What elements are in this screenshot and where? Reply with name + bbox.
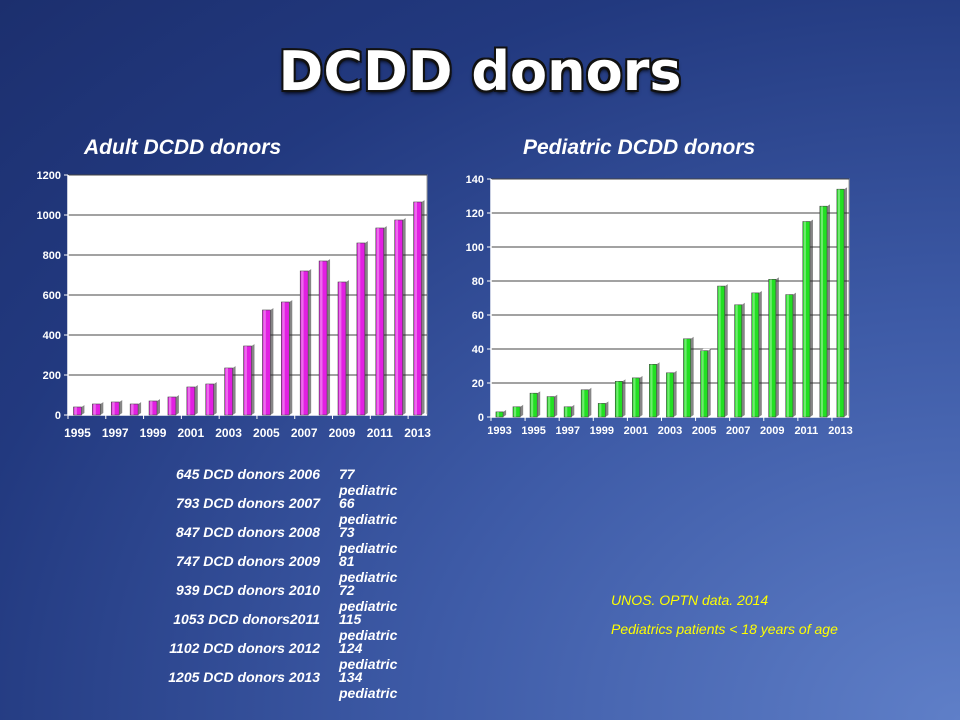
y-tick-label: 0: [55, 410, 61, 422]
bar-2002: [649, 362, 660, 418]
bar-2007: [299, 269, 312, 416]
x-tick-label: 2003: [215, 426, 242, 440]
y-tick-label: 140: [466, 174, 484, 186]
y-tick-label: 40: [472, 344, 484, 356]
y-tick-label: 400: [43, 330, 61, 342]
y-tick-label: 1200: [37, 170, 61, 182]
stat-pediatric-2012: 124 pediatric: [339, 640, 398, 672]
x-tick-label: 1995: [521, 425, 545, 437]
stat-pediatric-2010: 72 pediatric: [339, 582, 398, 614]
x-tick-label: 2013: [404, 426, 431, 440]
pediatric-age-note: Pediatrics patients < 18 years of age: [611, 621, 838, 637]
bar-2004: [243, 344, 255, 416]
bar-1995: [529, 391, 541, 418]
stat-adult-2006: 645 DCD donors 2006: [176, 466, 320, 482]
bar-1999: [597, 401, 609, 418]
bar-2010: [785, 292, 796, 418]
bar-2003: [224, 366, 236, 416]
bar-2001: [632, 375, 643, 418]
bar-1997: [110, 400, 123, 416]
bar-2012: [394, 218, 406, 416]
bar-1993: [495, 409, 507, 418]
bar-2007: [734, 302, 745, 418]
bar-1997: [563, 404, 575, 418]
bar-2000: [167, 395, 179, 416]
stat-pediatric-2006: 77 pediatric: [339, 466, 398, 498]
x-tick-label: 2003: [658, 425, 682, 437]
stat-pediatric-2008: 73 pediatric: [339, 524, 398, 556]
x-tick-label: 1999: [140, 426, 167, 440]
bar-2008: [751, 290, 762, 418]
stat-adult-2008: 847 DCD donors 2008: [176, 524, 320, 540]
bar-2004: [683, 336, 694, 418]
x-tick-label: 1997: [102, 426, 129, 440]
stat-pediatric-2013: 134 pediatric: [339, 669, 398, 701]
x-tick-label: 1999: [590, 425, 614, 437]
stat-adult-2013: 1205 DCD donors 2013: [168, 669, 320, 685]
adult-donors-chart: 0 200 400 600 800 1000 1200 1995 1997 1999 2001 200…: [37, 170, 432, 440]
y-tick-label: 120: [466, 208, 484, 220]
y-tick-label: 1000: [37, 210, 61, 222]
bar-2011: [802, 219, 813, 418]
y-tick-label: 100: [466, 242, 484, 254]
bar-2003: [666, 370, 677, 418]
y-tick-label: 80: [472, 276, 484, 288]
x-tick-label: 1995: [64, 426, 91, 440]
x-tick-label: 2007: [726, 425, 750, 437]
stat-adult-2010: 939 DCD donors 2010: [176, 582, 320, 598]
stat-adult-2012: 1102 DCD donors 2012: [169, 640, 320, 656]
bar-2013: [836, 187, 848, 418]
x-tick-label: 2011: [794, 425, 818, 437]
x-tick-label: 2011: [367, 426, 393, 440]
y-tick-label: 200: [43, 370, 61, 382]
stat-adult-2009: 747 DCD donors 2009: [176, 553, 320, 569]
bar-2000: [614, 379, 626, 418]
bar-2011: [375, 226, 387, 416]
x-tick-label: 2001: [624, 425, 648, 437]
stat-pediatric-2007: 66 pediatric: [339, 495, 398, 527]
x-tick-label: 2009: [760, 425, 784, 437]
y-tick-label: 800: [43, 250, 61, 262]
x-tick-label: 2005: [253, 426, 280, 440]
bar-1994: [512, 404, 524, 418]
stat-adult-2011: 1053 DCD donors2011: [173, 611, 320, 627]
bar-1998: [129, 402, 142, 416]
adult-chart-title: Adult DCDD donors: [84, 136, 282, 159]
bar-2001: [186, 385, 198, 416]
pediatric-donors-chart: 0 20 40 60 80 100 120 140 1993 1995 1997 1999 2001 20…: [466, 174, 852, 437]
bar-1999: [148, 399, 160, 416]
y-tick-label: 60: [472, 310, 484, 322]
bar-1996: [92, 402, 104, 416]
y-tick-label: 600: [43, 290, 61, 302]
x-tick-label: 2013: [828, 425, 852, 437]
bar-2010: [356, 241, 368, 416]
x-tick-label: 1997: [555, 425, 579, 437]
x-tick-label: 2009: [329, 426, 356, 440]
slide-title: DCDD donors: [278, 40, 682, 103]
y-tick-label: 0: [478, 412, 484, 424]
bar-2012: [819, 204, 831, 418]
bar-2008: [318, 259, 331, 416]
bar-2013: [413, 200, 425, 416]
bar-2006: [281, 300, 293, 416]
bar-2005: [262, 308, 274, 416]
bar-1995: [73, 405, 85, 416]
source-citation: UNOS. OPTN data. 2014: [611, 592, 769, 608]
bar-2009: [768, 277, 779, 418]
stat-pediatric-2011: 115 pediatric: [339, 611, 398, 643]
bar-2005: [700, 348, 711, 418]
pediatric-chart-title: Pediatric DCDD donors: [523, 136, 756, 159]
x-tick-label: 1993: [487, 425, 511, 437]
y-tick-label: 20: [472, 378, 484, 390]
bar-2006: [717, 284, 728, 418]
stat-pediatric-2009: 81 pediatric: [339, 553, 398, 585]
x-tick-label: 2005: [692, 425, 716, 437]
x-tick-label: 2001: [177, 426, 204, 440]
bar-1996: [546, 394, 558, 418]
bar-2009: [337, 280, 349, 416]
x-tick-label: 2007: [291, 426, 318, 440]
bar-2002: [205, 382, 217, 416]
stat-adult-2007: 793 DCD donors 2007: [176, 495, 320, 511]
bar-1998: [580, 387, 592, 418]
